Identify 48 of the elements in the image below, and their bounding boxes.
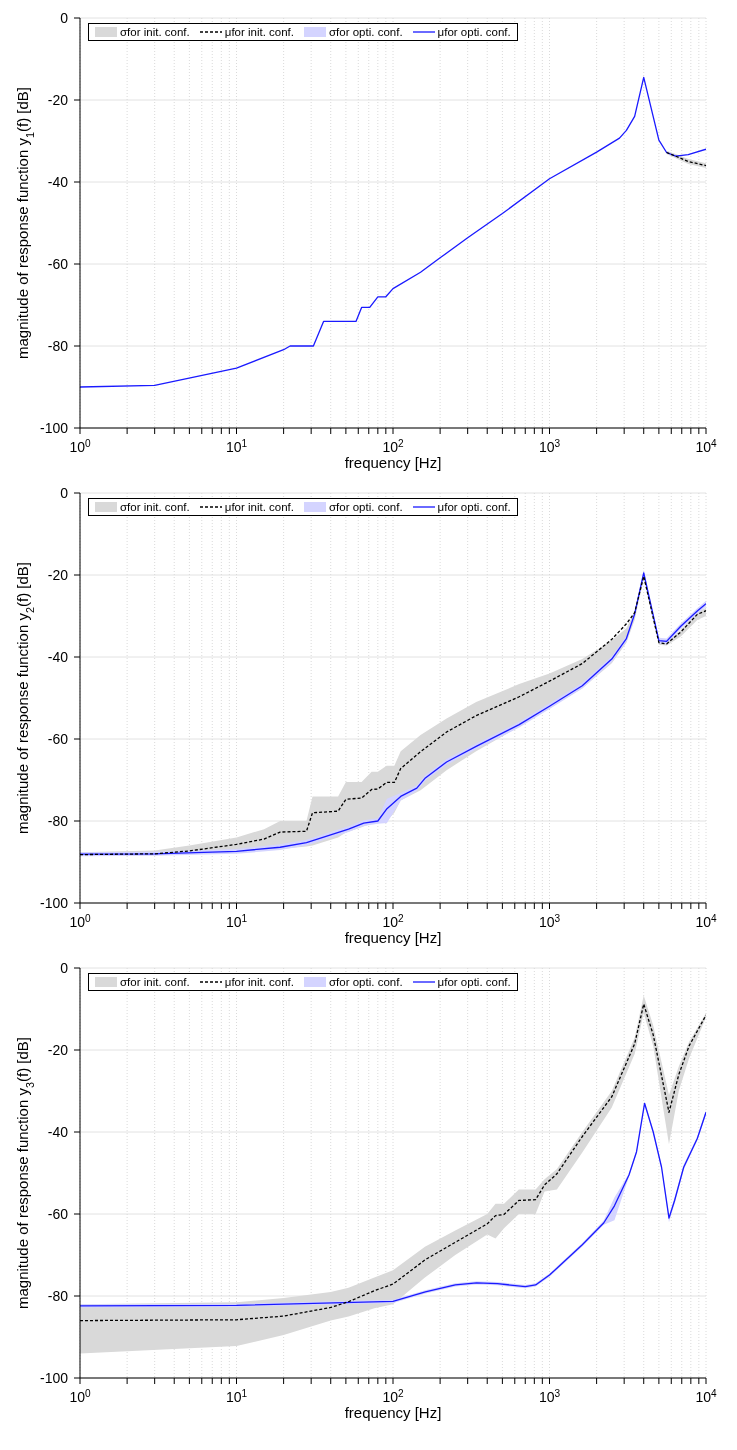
x-axis-title: frequency [Hz] bbox=[344, 454, 442, 471]
x-tick-label: 10$^{0}$ bbox=[69, 437, 91, 455]
y-tick-label: -20 bbox=[47, 567, 69, 583]
y-tick-label: -80 bbox=[47, 1288, 69, 1304]
legend-label: μfor opti. conf. bbox=[437, 501, 511, 513]
y-tick-label: -60 bbox=[47, 256, 69, 272]
x-tick-label: 10$^{3}$ bbox=[538, 1387, 561, 1405]
legend-label: σfor init. conf. bbox=[120, 501, 190, 513]
x-tick-label: 10$^{4}$ bbox=[695, 1387, 717, 1405]
x-tick-label: 10$^{1}$ bbox=[225, 1387, 248, 1405]
x-tick-label: 10$^{4}$ bbox=[695, 437, 717, 455]
y-tick-label: -100 bbox=[39, 895, 69, 911]
y-tick-label: -100 bbox=[39, 1370, 69, 1386]
legend-label: μfor init. conf. bbox=[224, 501, 295, 513]
x-tick-label: 10$^{0}$ bbox=[69, 912, 91, 930]
legend-label: σfor opti. conf. bbox=[329, 976, 403, 988]
y-tick-label: -80 bbox=[47, 813, 69, 829]
y-tick-label: -20 bbox=[47, 1042, 69, 1058]
y-tick-label: -60 bbox=[47, 1206, 69, 1222]
y-tick-label: 0 bbox=[60, 960, 69, 976]
legend-label: σfor opti. conf. bbox=[329, 501, 403, 513]
x-tick-label: 10$^{3}$ bbox=[538, 912, 561, 930]
y-tick-label: -40 bbox=[47, 649, 69, 665]
x-tick-label: 10$^{1}$ bbox=[225, 437, 248, 455]
x-axis-title: frequency [Hz] bbox=[344, 929, 442, 946]
y-tick-label: -40 bbox=[47, 1124, 69, 1140]
x-tick-label: 10$^{3}$ bbox=[538, 437, 561, 455]
y-tick-label: 0 bbox=[60, 10, 69, 26]
x-tick-label: 10$^{2}$ bbox=[382, 1387, 404, 1405]
legend-label: σfor init. conf. bbox=[120, 26, 190, 38]
legend-label: μfor init. conf. bbox=[224, 976, 295, 988]
x-tick-label: 10$^{2}$ bbox=[382, 437, 404, 455]
legend-label: σfor init. conf. bbox=[120, 976, 190, 988]
x-tick-label: 10$^{1}$ bbox=[225, 912, 248, 930]
y-tick-label: -100 bbox=[39, 420, 69, 436]
y-tick-label: -80 bbox=[47, 338, 69, 354]
y-tick-label: -20 bbox=[47, 92, 69, 108]
y-tick-label: 0 bbox=[60, 485, 69, 501]
x-tick-label: 10$^{2}$ bbox=[382, 912, 404, 930]
x-axis-title: frequency [Hz] bbox=[344, 1404, 442, 1421]
legend-label: μfor opti. conf. bbox=[437, 26, 511, 38]
legend-label: μfor opti. conf. bbox=[437, 976, 511, 988]
legend-label: μfor init. conf. bbox=[224, 26, 295, 38]
x-tick-label: 10$^{0}$ bbox=[69, 1387, 91, 1405]
y-tick-label: -60 bbox=[47, 731, 69, 747]
x-tick-label: 10$^{4}$ bbox=[695, 912, 717, 930]
legend-label: σfor opti. conf. bbox=[329, 26, 403, 38]
y-tick-label: -40 bbox=[47, 174, 69, 190]
